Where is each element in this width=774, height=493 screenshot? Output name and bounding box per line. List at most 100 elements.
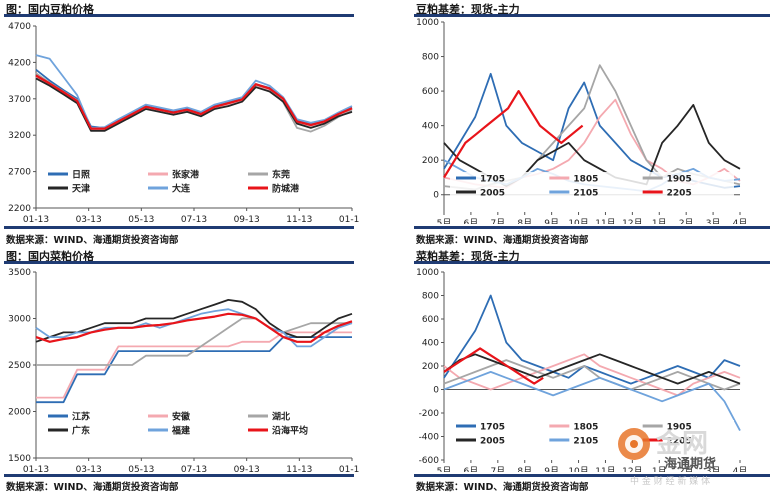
x-tick-label: 4月 [733,466,748,472]
x-tick-label: 07-13 [181,465,207,472]
source-rule [414,474,770,477]
y-tick-label: 2500 [8,361,31,371]
legend-label: 大连 [172,183,191,195]
source-note: 数据来源：WIND、海通期货投资咨询部 [6,482,179,493]
x-tick-label: 05-13 [128,215,154,224]
y-tick-label: -200 [419,409,440,419]
x-tick-label: 2月 [679,466,694,472]
legend-label: 1805 [573,175,598,185]
y-tick-label: 800 [422,292,439,302]
legend-label: 1905 [667,175,692,185]
legend-label: 防城港 [272,183,300,195]
legend-label: 1905 [667,423,692,433]
y-tick-label: 800 [422,53,439,63]
source-rule [4,474,354,477]
series-line-安徽 [36,331,352,399]
x-tick-label: 9月 [544,466,559,472]
y-tick-label: 600 [422,87,439,97]
y-tick-label: 400 [422,339,439,349]
watermark-brand: 金网 [655,428,708,459]
series-line-沿海平均 [35,312,353,343]
series-line-1805 [443,353,741,397]
y-tick-label: 1000 [416,18,439,28]
x-tick-label: 03-13 [76,215,102,224]
x-tick-label: 3月 [706,466,721,472]
legend-label: 福建 [171,425,191,437]
x-tick-label: 01-13 [339,215,360,224]
x-tick-label: 9月 [544,218,559,224]
y-tick-label: 3200 [8,131,31,141]
series-line-湖北 [36,317,352,366]
source-rule [414,226,770,229]
title-rule [4,261,354,264]
series-line-日照 [35,68,353,129]
y-tick-label: 1500 [8,454,31,464]
legend-label: 1705 [480,423,505,433]
x-tick-label: 11-13 [286,215,312,224]
legend-label: 2005 [480,437,505,447]
title-rule [4,14,354,17]
x-tick-label: 8月 [517,218,532,224]
x-tick-label: 11-13 [286,465,312,472]
legend-label: 广东 [72,425,90,437]
y-tick-label: 3500 [8,268,31,278]
x-tick-label: 12月 [622,466,642,472]
y-tick-label: -400 [419,433,440,443]
x-tick-label: 10月 [568,466,588,472]
legend-bg [42,168,346,198]
legend-label: 沿海平均 [272,425,308,437]
y-tick-label: 3700 [8,95,31,105]
x-tick-label: 07-13 [181,215,207,224]
y-tick-label: 400 [422,122,439,132]
x-tick-label: 09-13 [234,215,260,224]
x-tick-label: 8月 [517,466,532,472]
series-line-2005 [443,353,741,385]
y-tick-label: 600 [422,315,439,325]
x-tick-label: 6月 [464,218,479,224]
title-rule [414,14,770,17]
y-tick-label: 2200 [8,204,31,214]
source-note: 数据来源：WIND、海通期货投资咨询部 [416,235,589,246]
x-tick-label: 7月 [490,218,505,224]
soymeal-basis-chart: 0 200 400 600 800 1000 5月 6月 7月 8月 9月 10月 11月 12月 1月 2月… [416,18,747,224]
watermark-sub1: 海通期货 [664,456,716,472]
x-tick-label: 11月 [595,466,615,472]
watermark-logo: 金网 海通期货 中 金 财 经 新 媒 体 [618,428,716,487]
x-tick-label: 10月 [568,218,588,224]
y-tick-label: -600 [419,456,440,466]
legend-label: 江苏 [72,411,90,423]
y-tick-label: 3000 [8,315,31,325]
legend-label: 安徽 [172,411,191,423]
x-tick-label: 01-13 [23,465,49,472]
y-tick-label: 0 [433,191,439,201]
x-tick-label: 12月 [622,218,642,224]
y-tick-label: 1000 [416,268,439,278]
chart-title: 豆粕基差：现货-主力 [416,3,520,16]
chart-title: 图：国内豆粕价格 [6,3,94,16]
legend-bg [42,410,346,440]
chart-title: 菜粕基差：现货-主力 [416,250,520,263]
x-tick-label: 11月 [595,218,615,224]
x-tick-label: 01-13 [339,465,360,472]
x-tick-label: 05-13 [128,465,154,472]
legend-label: 2105 [573,437,598,447]
legend-label: 2205 [667,437,692,447]
series-line-防城港 [35,74,353,130]
legend-label: 2205 [667,189,692,199]
rapemeal-basis-chart: -600 -400 -200 0 200 400 600 800 1000 5月 6月 7月 8月 9月 1… [416,268,748,472]
x-tick-label: 1月 [652,466,667,472]
series-line-1705 [443,294,741,385]
legend-bg [450,172,734,202]
y-tick-label: 2700 [8,168,31,178]
legend-label: 张家港 [172,169,200,181]
x-tick-label: 1月 [652,218,667,224]
legend-label: 1705 [480,175,505,185]
y-tick-label: 4700 [8,22,31,32]
legend-label: 2105 [573,189,598,199]
y-tick-label: 200 [422,156,439,166]
x-tick-label: 3月 [706,218,721,224]
series-line-广东 [35,299,353,343]
y-tick-label: 2000 [8,408,31,418]
x-tick-label: 5月 [437,466,452,472]
source-note: 数据来源：WIND、海通期货投资咨询部 [416,482,589,493]
